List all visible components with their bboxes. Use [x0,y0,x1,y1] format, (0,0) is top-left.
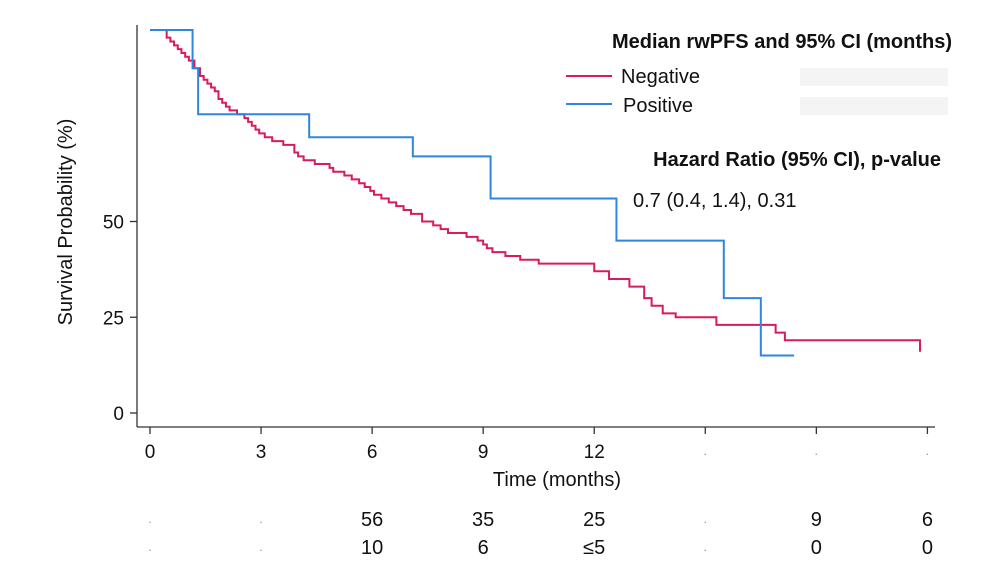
x-tick-label-obscured: · [925,446,929,461]
legend-label-positive: Positive [623,95,693,117]
obscured-median-negative [800,68,948,86]
x-tick-label-obscured: · [703,446,707,461]
x-tick-label: 3 [256,442,267,463]
risk-cell-positive: 0 [811,537,822,559]
risk-cell-negative: 35 [472,509,494,531]
risk-cell-negative: 25 [583,509,605,531]
x-tick-label: 6 [367,442,378,463]
risk-cell-obscured: · [148,514,152,529]
x-tick-label: 0 [145,442,156,463]
risk-cell-positive: ≤5 [583,537,605,559]
series-line-negative [150,29,921,352]
hazard-ratio-title: Hazard Ratio (95% CI), p-value [653,149,941,171]
risk-cell-obscured: · [148,542,152,557]
risk-cell-negative: 56 [361,509,383,531]
legend: Median rwPFS and 95% CI (months) Negativ… [566,31,952,117]
x-tick-label-obscured: · [814,446,818,461]
legend-label-negative: Negative [621,66,700,88]
risk-cell-positive: 10 [361,537,383,559]
x-tick-label: 12 [584,442,605,463]
risk-cell-positive: 6 [478,537,489,559]
x-tick-label: 9 [478,442,489,463]
y-axis-title: Survival Probability (%) [55,119,77,326]
risk-table: · · 56 35 25 · 9 6 · · 10 6 ≤5 · 0 0 [148,509,933,559]
y-tick-label: 25 [103,308,124,329]
obscured-median-positive [800,97,948,115]
curves-layer [150,29,921,357]
risk-cell-obscured: · [703,514,707,529]
ticks-layer: 0 3 6 9 12 · · · 0 25 50 [103,213,930,464]
risk-cell-negative: 9 [811,509,822,531]
hazard-ratio-value: 0.7 (0.4, 1.4), 0.31 [633,190,796,212]
series-line-positive [150,29,795,357]
risk-cell-obscured: · [703,542,707,557]
risk-cell-obscured: · [259,514,263,529]
y-tick-label: 50 [103,213,124,234]
risk-cell-negative: 6 [922,509,933,531]
legend-title: Median rwPFS and 95% CI (months) [612,31,952,53]
y-tick-label: 0 [113,404,124,425]
x-axis-title: Time (months) [493,469,621,491]
risk-cell-obscured: · [259,542,263,557]
risk-cell-positive: 0 [922,537,933,559]
